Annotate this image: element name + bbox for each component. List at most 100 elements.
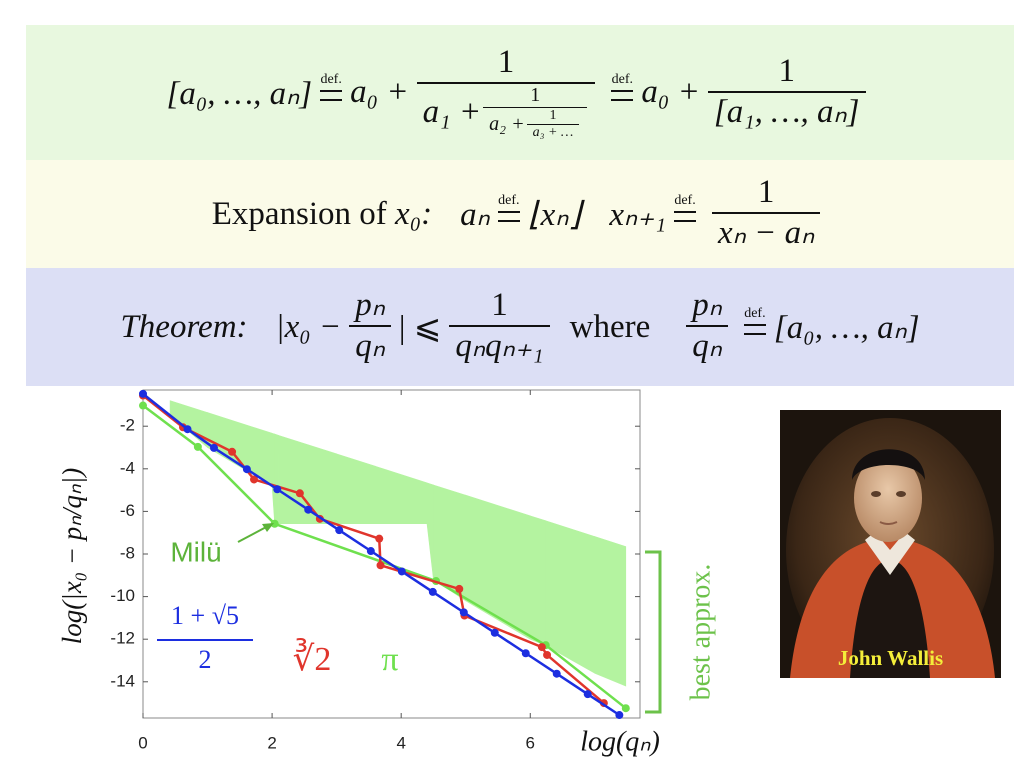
range-area [274, 433, 279, 525]
chart: -2 -4 -6 -8 -10 -12 -14 0 2 4 6 log(qₙ) log(|x₀ − pₙ… [57, 389, 716, 757]
data-point [228, 447, 237, 456]
data-point [183, 425, 192, 434]
data-point [375, 534, 384, 543]
formula-text: | ⩽ [398, 310, 442, 346]
x-tick-label: 4 [396, 733, 405, 752]
label: Expansion of [211, 195, 387, 232]
legend-label: 1 + √5 [171, 601, 239, 630]
data-point [552, 669, 561, 678]
data-point [490, 628, 499, 637]
def-equals: def. [674, 193, 697, 222]
portrait: John Wallis [780, 410, 1001, 678]
denominator: qₙqₙ₊₁ [449, 325, 550, 367]
data-point [273, 485, 282, 494]
annotation: best approx. [685, 564, 716, 701]
denominator: xₙ − aₙ [712, 212, 821, 254]
def-equals: def. [497, 194, 520, 222]
y-tick-label: -2 [120, 416, 135, 435]
def-label: def. [320, 71, 342, 87]
data-point [537, 643, 546, 652]
series-line [142, 404, 627, 710]
range-area [529, 515, 547, 647]
annotation-arrowhead [262, 523, 274, 532]
def-label: def. [674, 193, 696, 208]
data-point [250, 475, 259, 484]
legend-label: 2 [199, 645, 212, 674]
fraction: pₙ qₙ [349, 287, 391, 367]
data-point [193, 442, 202, 451]
data-point [139, 401, 147, 410]
numerator: 1 [549, 107, 557, 123]
data-point [366, 547, 375, 556]
formula-text: x₀: [395, 195, 433, 232]
data-point [335, 526, 344, 535]
formula-text: aₙ [460, 197, 490, 233]
data-point [295, 489, 304, 498]
denominator: a₃ + … [526, 123, 580, 142]
fraction: 1 qₙqₙ₊₁ [449, 287, 550, 367]
data-point [376, 561, 385, 570]
y-tick-label: -14 [110, 671, 135, 690]
fraction: pₙ qₙ [686, 287, 728, 367]
definition-band: [a₀, …, aₙ] def. a₀ + 1 a₁ + 1 a₂ + 1 a₃… [26, 25, 1014, 160]
denominator: qₙ [349, 325, 391, 367]
portrait-image [780, 410, 1001, 678]
def-equals: def. [320, 71, 343, 101]
y-tick-label: -10 [110, 586, 135, 605]
data-point [621, 704, 630, 713]
data-point [543, 650, 552, 659]
formula-text: |x₀ − [275, 308, 342, 345]
x-tick-label: 2 [267, 733, 276, 752]
denominator: a₂ + 1 a₃ + … [483, 106, 588, 142]
numerator: 1 [757, 174, 775, 211]
data-point [583, 690, 592, 699]
denominator: [a₁, …, aₙ] [707, 90, 866, 133]
data-point [139, 389, 147, 398]
y-tick-label: -12 [110, 629, 135, 648]
x-tick-label: 0 [138, 733, 147, 752]
fraction: 1 xₙ − aₙ [712, 174, 821, 254]
data-point [521, 649, 530, 658]
x-axis-label: log(qₙ) [580, 726, 660, 757]
expansion-band: Expansion of x₀: aₙ def. ⌊xₙ⌋ xₙ₊₁ def. … [26, 160, 1014, 268]
numerator: 1 [778, 52, 795, 89]
def-equals: def. [611, 71, 634, 101]
numerator: 1 [530, 83, 541, 106]
data-point [242, 465, 251, 474]
data-point [210, 443, 218, 452]
fraction: 1 a₃ + … [526, 107, 580, 142]
formula-text: [a₀, …, aₙ] [773, 310, 920, 346]
fraction: 1 a₂ + 1 a₃ + … [483, 83, 588, 142]
def-label: def. [611, 71, 634, 87]
y-tick-label: -6 [120, 501, 135, 520]
formula-text: where [569, 308, 651, 345]
numerator: 1 [497, 43, 515, 80]
numerator: pₙ [355, 287, 385, 324]
range-area [336, 453, 376, 525]
formula-text: a₀ + [350, 74, 409, 110]
data-point [304, 505, 313, 514]
fraction: 1 a₁ + 1 a₂ + 1 a₃ + … [416, 43, 596, 142]
formula-text: a₂ + [489, 113, 525, 136]
x-tick-label: 6 [526, 733, 535, 752]
def-label: def. [744, 306, 766, 321]
formula-text: a₁ + [422, 93, 482, 130]
def-equals: def. [743, 306, 766, 335]
formula-text: a₀ + [641, 74, 700, 110]
annotation: Milü [170, 536, 221, 567]
numerator: 1 [491, 287, 508, 324]
data-point [428, 587, 437, 596]
y-tick-label: -4 [120, 458, 135, 477]
data-point [459, 608, 468, 617]
legend-label: ∛2 [293, 639, 332, 678]
data-point [270, 519, 279, 528]
formula-text: [a₀, …, aₙ] [166, 75, 313, 112]
fraction: 1 [a₁, …, aₙ] [707, 52, 866, 133]
portrait-caption: John Wallis [837, 646, 944, 670]
formula-text: ⌊xₙ⌋ [527, 197, 582, 233]
series-line [142, 392, 621, 717]
denominator: a₁ + 1 a₂ + 1 a₃ + … [416, 81, 596, 142]
data-point [397, 567, 406, 576]
numerator: pₙ [692, 287, 722, 324]
